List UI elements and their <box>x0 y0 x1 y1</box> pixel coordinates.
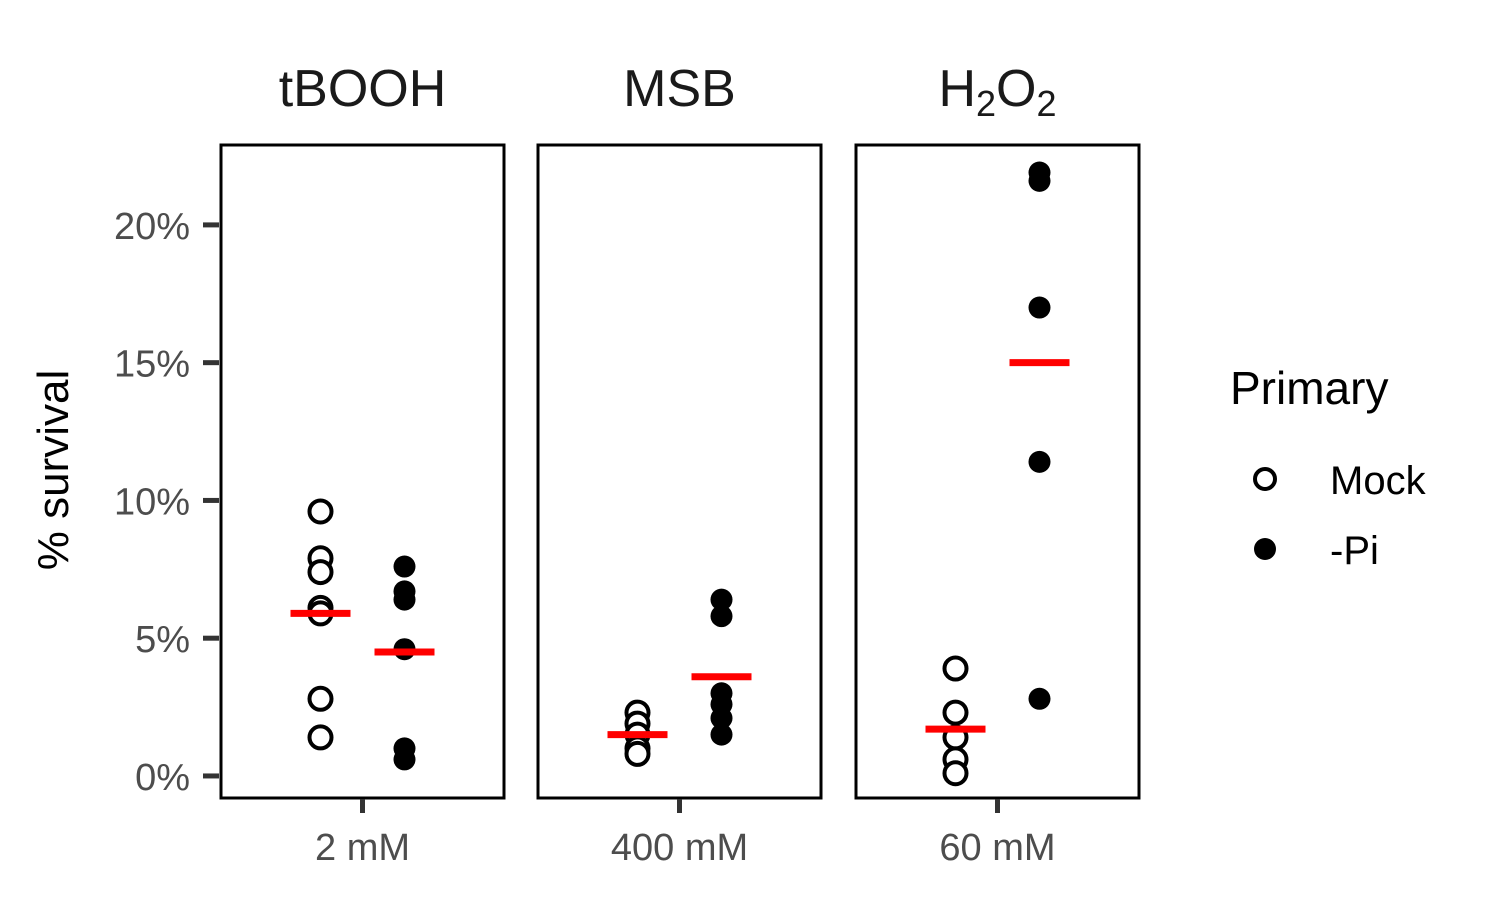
pi-point <box>710 588 733 611</box>
legend-mock-marker <box>1253 467 1277 491</box>
panel-frame <box>219 143 506 800</box>
x-tick-label: 2 mM <box>315 827 410 869</box>
pi-point <box>393 555 416 578</box>
pi-point <box>1028 296 1051 319</box>
facet-2: MSB 400 mM <box>536 60 823 869</box>
y-tick-label: 20% <box>114 206 190 248</box>
mock-point <box>307 724 334 751</box>
pi-point <box>393 748 416 771</box>
pi-point <box>1028 687 1051 710</box>
mock-point <box>942 699 969 726</box>
mock-point <box>942 655 969 682</box>
mock-point <box>942 760 969 787</box>
mock-point <box>307 559 334 586</box>
facet-3: H2O2 60 mM <box>854 60 1141 869</box>
facet-panels: tBOOH 2 mM MSB 400 mM H2O2 60 mM <box>219 60 1141 869</box>
x-tick-label: 60 mM <box>939 827 1055 869</box>
mock-point <box>307 685 334 712</box>
pi-point <box>1028 450 1051 473</box>
pi-point <box>710 707 733 730</box>
y-tick-label: 15% <box>114 344 190 386</box>
pi-point <box>710 723 733 746</box>
y-axis: 0% 5% 10% 15% 20% <box>114 206 219 799</box>
x-tick-label: 400 mM <box>611 827 748 869</box>
y-tick-label: 0% <box>135 757 190 799</box>
legend: Primary Mock -Pi <box>1230 362 1427 573</box>
legend-mock-label: Mock <box>1330 459 1427 503</box>
facet-1: tBOOH 2 mM <box>219 60 506 869</box>
y-axis-title: % survival <box>29 370 78 571</box>
facet-title: MSB <box>623 60 736 118</box>
legend-pi-label: -Pi <box>1330 529 1379 573</box>
panel-frame <box>536 143 823 800</box>
mock-point <box>624 740 651 767</box>
pi-point <box>710 605 733 628</box>
legend-title: Primary <box>1230 362 1388 414</box>
y-tick-label: 5% <box>135 619 190 661</box>
pi-point <box>1028 169 1051 192</box>
legend-pi-marker <box>1254 538 1276 560</box>
y-tick-label: 10% <box>114 481 190 523</box>
facet-title: tBOOH <box>279 60 447 118</box>
pi-point <box>393 588 416 611</box>
facet-title: H2O2 <box>938 60 1056 124</box>
mock-point <box>307 498 334 525</box>
panel-frame <box>854 143 1141 800</box>
